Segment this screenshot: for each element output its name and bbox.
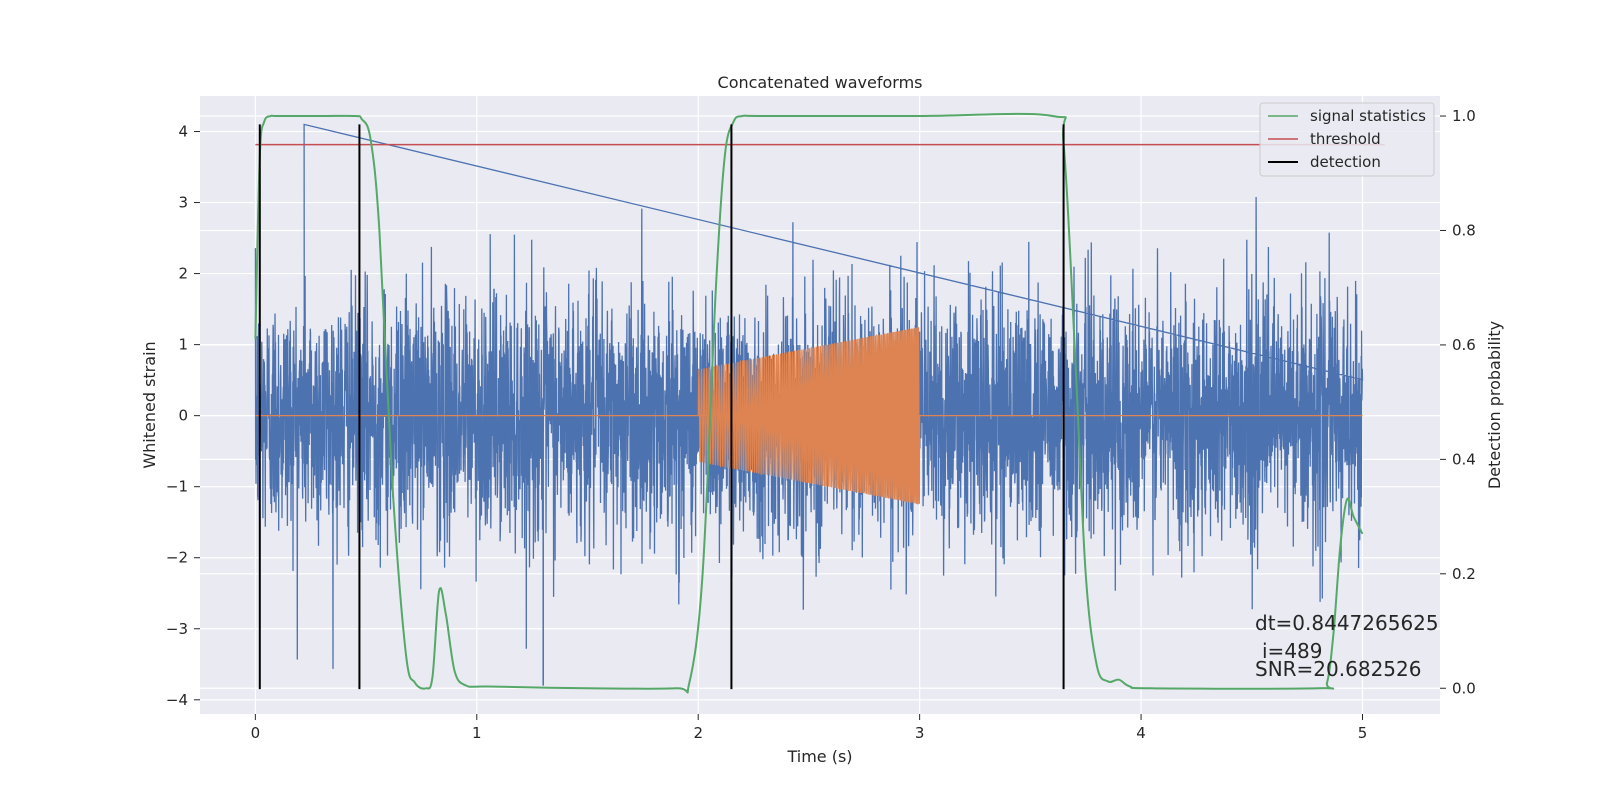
x-tick-label: 4 bbox=[1136, 724, 1146, 742]
chart-title: Concatenated waveforms bbox=[718, 73, 923, 92]
x-tick-label: 1 bbox=[472, 724, 482, 742]
y-tick-label: −1 bbox=[166, 478, 188, 496]
annotation-dt: dt=0.8447265625 bbox=[1255, 611, 1439, 635]
y-tick-label: −3 bbox=[166, 620, 188, 638]
left-axis-ticks: −4 −3 −2 −1 0 1 2 3 4 bbox=[166, 123, 200, 709]
legend: signal statistics threshold detection bbox=[1259, 102, 1435, 177]
x-tick-label: 2 bbox=[693, 724, 703, 742]
legend-label-detection: detection bbox=[1310, 153, 1381, 171]
legend-box bbox=[1259, 102, 1435, 177]
x-tick-label: 0 bbox=[251, 724, 261, 742]
y2-tick-label: 0.8 bbox=[1452, 221, 1476, 239]
right-axis-ticks: 0.0 0.2 0.4 0.6 0.8 1.0 bbox=[1440, 107, 1476, 697]
y-tick-label: −2 bbox=[166, 549, 188, 567]
series-layer bbox=[254, 112, 1385, 694]
y-tick-label: 2 bbox=[178, 265, 188, 283]
y2-tick-label: 0.2 bbox=[1452, 565, 1476, 583]
x-axis-ticks: 0 1 2 3 4 5 bbox=[251, 714, 1368, 742]
y-tick-label: 0 bbox=[178, 407, 188, 425]
x-tick-label: 5 bbox=[1358, 724, 1368, 742]
y-axis-label: Whitened strain bbox=[140, 341, 159, 468]
y2-tick-label: 0.4 bbox=[1452, 450, 1476, 468]
annotation-snr: SNR=20.682526 bbox=[1255, 657, 1421, 681]
x-tick-label: 3 bbox=[915, 724, 925, 742]
y-tick-label: 1 bbox=[178, 336, 188, 354]
x-axis-label: Time (s) bbox=[786, 747, 852, 766]
signal-statistics-series bbox=[254, 112, 1364, 694]
legend-label-threshold: threshold bbox=[1310, 130, 1381, 148]
annotation-i: i=489 bbox=[1262, 639, 1323, 663]
legend-label-signal-statistics: signal statistics bbox=[1310, 107, 1426, 125]
y-tick-label: −4 bbox=[166, 691, 188, 709]
y2-axis-label: Detection probability bbox=[1485, 321, 1504, 489]
y-tick-label: 4 bbox=[178, 123, 188, 141]
y2-tick-label: 0.0 bbox=[1452, 679, 1476, 697]
y2-tick-label: 1.0 bbox=[1452, 107, 1476, 125]
y-tick-label: 3 bbox=[178, 194, 188, 212]
template-waveform-series bbox=[697, 327, 921, 505]
y2-tick-label: 0.6 bbox=[1452, 336, 1476, 354]
